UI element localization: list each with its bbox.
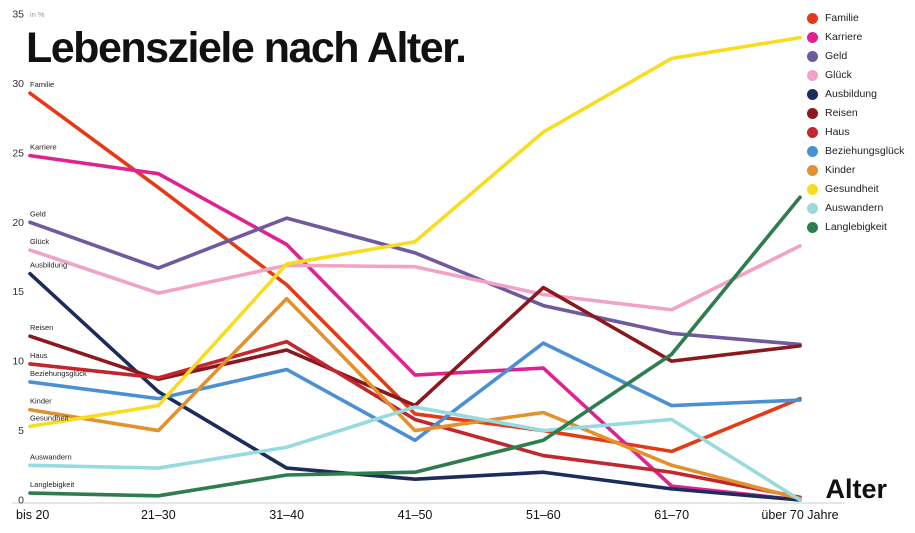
legend-item-auswandern: Auswandern xyxy=(807,202,909,214)
legend-dot-haus xyxy=(807,126,818,138)
series-line-gl-ck xyxy=(28,244,802,312)
legend-item-gl-ck: Glück xyxy=(807,69,909,81)
legend-label: Glück xyxy=(825,69,852,81)
x-tick-label: 61–70 xyxy=(654,508,689,522)
series-start-label-gesundheit: Gesundheit xyxy=(30,413,69,422)
legend-label: Langlebigkeit xyxy=(825,221,887,233)
series-line-kinder xyxy=(28,296,802,501)
series-start-label-familie: Familie xyxy=(30,80,54,89)
series-line-geld xyxy=(28,216,802,347)
legend-dot-karriere xyxy=(807,31,818,43)
legend-label: Geld xyxy=(825,50,848,62)
legend-item-langlebigkeit: Langlebigkeit xyxy=(807,221,909,233)
y-tick-label: 10 xyxy=(12,356,24,368)
legend-label: Ausbildung xyxy=(825,88,877,100)
series-line-ausbildung xyxy=(28,271,802,502)
x-tick-label: über 70 Jahre xyxy=(761,508,838,522)
legend-item-kinder: Kinder xyxy=(807,164,909,176)
page-title: Lebensziele nach Alter. xyxy=(26,24,467,72)
y-tick-label: 35 xyxy=(12,9,24,21)
y-tick-label: 5 xyxy=(18,425,24,437)
legend-label: Gesundheit xyxy=(825,183,879,195)
series-start-label-ausbildung: Ausbildung xyxy=(30,261,67,270)
legend-label: Beziehungsglück xyxy=(825,145,905,157)
y-tick-label: 0 xyxy=(18,495,24,507)
y-tick-label: 20 xyxy=(12,217,24,229)
legend-dot-auswandern xyxy=(807,202,818,214)
series-line-haus xyxy=(28,339,802,500)
legend-dot-kinder xyxy=(807,164,818,176)
y-axis-unit: in % xyxy=(30,10,45,19)
series-line-auswandern xyxy=(28,405,802,502)
legend-label: Familie xyxy=(825,12,859,24)
legend-label: Kinder xyxy=(825,164,856,176)
legend-item-familie: Familie xyxy=(807,12,909,24)
x-tick-label: bis 20 xyxy=(16,508,49,522)
legend-dot-gl-ck xyxy=(807,69,818,81)
x-tick-label: 21–30 xyxy=(141,508,176,522)
series-line-gesundheit xyxy=(28,35,802,429)
legend-item-reisen: Reisen xyxy=(807,107,909,119)
series-start-label-geld: Geld xyxy=(30,209,46,218)
y-tick-label: 30 xyxy=(12,78,24,90)
series-start-label-karriere: Karriere xyxy=(30,143,57,152)
series-start-label-beziehungsgl-ck: Beziehungsglück xyxy=(30,369,87,378)
x-tick-label: 51–60 xyxy=(526,508,561,522)
x-tick-label: 41–50 xyxy=(398,508,433,522)
legend-dot-ausbildung xyxy=(807,88,818,100)
series-line-familie xyxy=(28,91,802,454)
legend-label: Reisen xyxy=(825,107,858,119)
legend-label: Auswandern xyxy=(825,202,884,214)
legend-item-gesundheit: Gesundheit xyxy=(807,183,909,195)
legend-dot-gesundheit xyxy=(807,183,818,195)
series-start-label-gl-ck: Glück xyxy=(30,237,49,246)
legend-dot-geld xyxy=(807,50,818,62)
series-start-label-haus: Haus xyxy=(30,351,48,360)
legend-dot-beziehungsgl-ck xyxy=(807,145,818,157)
legend-dot-familie xyxy=(807,12,818,24)
x-tick-label: 31–40 xyxy=(269,508,304,522)
series-line-karriere xyxy=(28,153,802,502)
series-line-langlebigkeit xyxy=(28,195,802,498)
y-tick-label: 25 xyxy=(12,147,24,159)
legend-item-beziehungsgl-ck: Beziehungsglück xyxy=(807,145,909,157)
series-start-label-langlebigkeit: Langlebigkeit xyxy=(30,480,75,489)
legend-item-geld: Geld xyxy=(807,50,909,62)
legend-item-karriere: Karriere xyxy=(807,31,909,43)
legend-item-haus: Haus xyxy=(807,126,909,138)
legend-label: Haus xyxy=(825,126,850,138)
legend: Familie Karriere Geld Glück Ausbildung Reisen… xyxy=(807,12,909,233)
legend-dot-langlebigkeit xyxy=(807,221,818,233)
series-line-beziehungsgl-ck xyxy=(28,341,802,443)
series-start-label-kinder: Kinder xyxy=(30,397,52,406)
x-axis-title: Alter xyxy=(825,474,887,504)
legend-item-ausbildung: Ausbildung xyxy=(807,88,909,100)
legend-dot-reisen xyxy=(807,107,818,119)
y-tick-label: 15 xyxy=(12,286,24,298)
series-start-label-reisen: Reisen xyxy=(30,323,53,332)
series-start-label-auswandern: Auswandern xyxy=(30,452,72,461)
legend-label: Karriere xyxy=(825,31,863,43)
